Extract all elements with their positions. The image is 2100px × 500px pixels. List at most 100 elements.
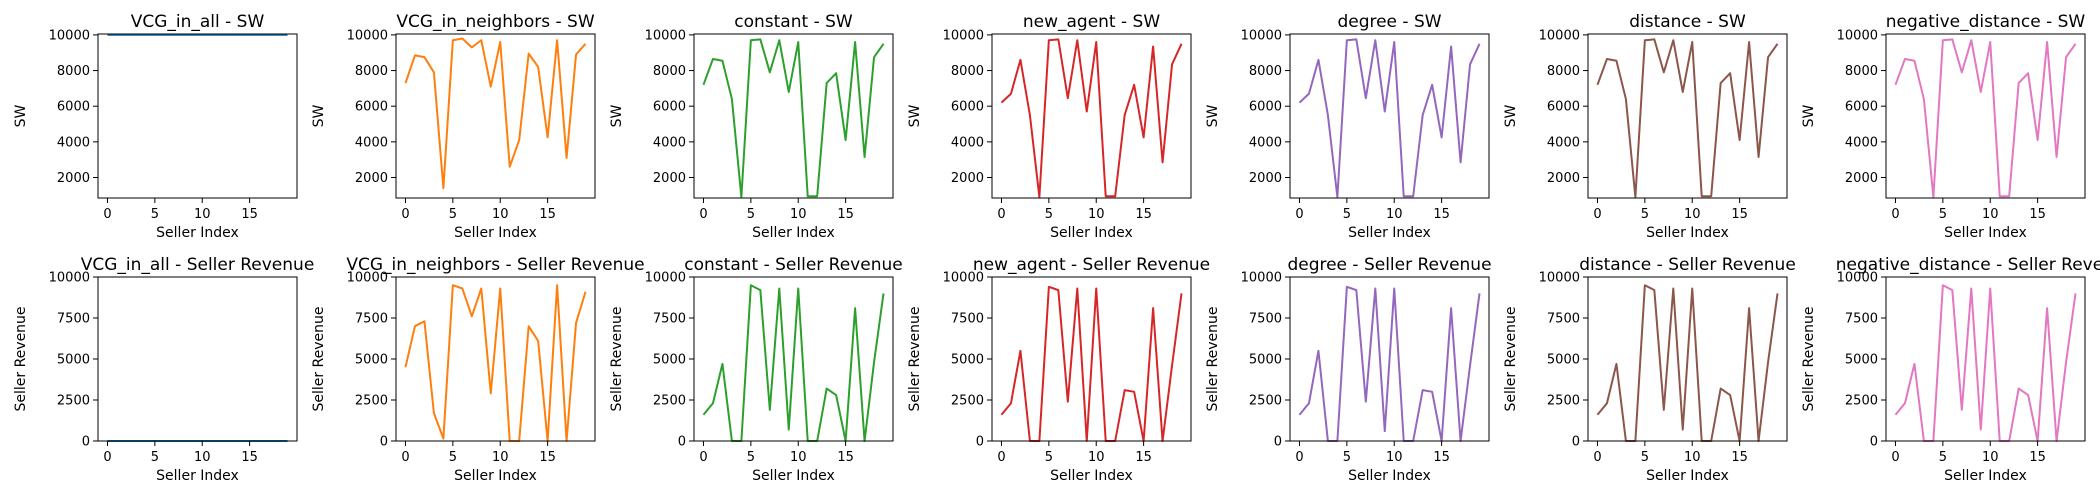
y-tick-label: 2000 xyxy=(355,171,388,186)
subplot-10: new_agent - Seller Revenue 0 5 10 15 0 2500 500… xyxy=(907,255,1210,484)
y-axis-label: SW xyxy=(311,104,327,127)
y-tick-label: 2000 xyxy=(1845,171,1878,186)
x-tick-label: 10 xyxy=(1982,450,1999,465)
y-tick-label: 10000 xyxy=(645,28,686,43)
axes-frame xyxy=(1587,33,1788,199)
x-tick-label: 0 xyxy=(699,207,707,222)
x-tick-label: 10 xyxy=(194,450,211,465)
y-tick-label: 7500 xyxy=(355,312,388,327)
y-tick-label: 5000 xyxy=(1547,353,1580,368)
y-tick-label: 10000 xyxy=(1539,271,1580,286)
y-tick-label: 8000 xyxy=(653,64,686,79)
subplot-13: negative_distance - Seller Revenue 0 5 10 15… xyxy=(1801,255,2100,484)
x-axis-label: Seller Index xyxy=(156,225,239,241)
series-line xyxy=(404,37,587,190)
y-tick-label: 8000 xyxy=(1845,64,1878,79)
subplot-title: VCG_in_all - Seller Revenue xyxy=(81,255,315,275)
y-tick-label: 4000 xyxy=(951,135,984,150)
series-line xyxy=(404,284,587,442)
y-tick-label: 6000 xyxy=(1845,100,1878,115)
series-line xyxy=(702,284,885,442)
y-axis-label: Seller Revenue xyxy=(1503,306,1519,411)
series-line xyxy=(1894,284,2077,442)
y-tick-label: 7500 xyxy=(653,312,686,327)
x-tick-label: 0 xyxy=(1891,207,1899,222)
series-line xyxy=(1298,285,1481,442)
x-tick-label: 5 xyxy=(1343,207,1351,222)
x-tick-label: 0 xyxy=(1891,450,1899,465)
y-tick-label: 5000 xyxy=(355,353,388,368)
x-tick-label: 5 xyxy=(1045,207,1053,222)
y-tick-label: 5000 xyxy=(1249,353,1282,368)
x-tick-label: 10 xyxy=(194,207,211,222)
y-axis-label: SW xyxy=(1205,104,1221,127)
x-tick-label: 15 xyxy=(837,450,854,465)
y-tick-label: 0 xyxy=(82,435,90,450)
y-axis-label: Seller Revenue xyxy=(311,306,327,411)
x-axis-label: Seller Index xyxy=(156,468,239,484)
subplot-3: new_agent - SW 0 5 10 15 2000 4000 6000 8000 1000… xyxy=(907,12,1192,241)
y-tick-label: 8000 xyxy=(1249,64,1282,79)
y-tick-label: 10000 xyxy=(347,28,388,43)
x-axis-label: Seller Index xyxy=(1646,468,1729,484)
subplot-title: VCG_in_neighbors - SW xyxy=(396,12,594,32)
y-axis-label: Seller Revenue xyxy=(13,306,29,411)
x-tick-label: 10 xyxy=(492,207,509,222)
y-tick-label: 4000 xyxy=(1547,135,1580,150)
series-line xyxy=(1894,38,2077,199)
y-tick-label: 10000 xyxy=(943,28,984,43)
subplot-title: constant - Seller Revenue xyxy=(684,255,902,275)
y-tick-label: 5000 xyxy=(951,353,984,368)
y-tick-label: 0 xyxy=(1870,435,1878,450)
x-axis-label: Seller Index xyxy=(1050,468,1133,484)
x-tick-label: 15 xyxy=(1433,450,1450,465)
x-tick-label: 0 xyxy=(103,450,111,465)
y-tick-label: 0 xyxy=(678,435,686,450)
y-tick-label: 7500 xyxy=(1249,312,1282,327)
y-axis-label: SW xyxy=(1503,104,1519,127)
y-tick-label: 10000 xyxy=(1241,28,1282,43)
x-tick-label: 5 xyxy=(1939,207,1947,222)
x-tick-label: 10 xyxy=(1386,207,1403,222)
axes-frame xyxy=(991,33,1192,199)
subplot-title: distance - SW xyxy=(1629,12,1746,32)
y-tick-label: 2500 xyxy=(355,394,388,409)
y-tick-label: 4000 xyxy=(1845,135,1878,150)
y-tick-label: 6000 xyxy=(57,100,90,115)
x-tick-label: 5 xyxy=(1641,207,1649,222)
y-tick-label: 2500 xyxy=(1249,394,1282,409)
x-tick-label: 0 xyxy=(699,450,707,465)
y-tick-label: 7500 xyxy=(57,312,90,327)
y-axis-label: SW xyxy=(13,104,29,127)
x-tick-label: 10 xyxy=(790,207,807,222)
series-line xyxy=(1596,38,1779,199)
y-tick-label: 4000 xyxy=(1249,135,1282,150)
y-axis-label: Seller Revenue xyxy=(907,306,923,411)
y-tick-label: 6000 xyxy=(355,100,388,115)
x-tick-label: 5 xyxy=(1045,450,1053,465)
y-tick-label: 2500 xyxy=(57,394,90,409)
y-tick-label: 0 xyxy=(1572,435,1580,450)
x-tick-label: 10 xyxy=(1982,207,1999,222)
x-axis-label: Seller Index xyxy=(1348,468,1431,484)
x-axis-label: Seller Index xyxy=(752,468,835,484)
x-tick-label: 15 xyxy=(1433,207,1450,222)
x-axis-label: Seller Index xyxy=(454,468,537,484)
subplot-5: distance - SW 0 5 10 15 2000 4000 6000 8000 10000… xyxy=(1503,12,1788,241)
x-axis-label: Seller Index xyxy=(1944,468,2027,484)
y-axis-label: Seller Revenue xyxy=(1205,306,1221,411)
series-line xyxy=(1596,284,1779,442)
y-tick-label: 2000 xyxy=(1547,171,1580,186)
x-axis-label: Seller Index xyxy=(1050,225,1133,241)
y-tick-label: 8000 xyxy=(951,64,984,79)
x-axis-label: Seller Index xyxy=(454,225,537,241)
x-tick-label: 15 xyxy=(1731,207,1748,222)
x-tick-label: 10 xyxy=(1684,207,1701,222)
y-tick-label: 6000 xyxy=(1249,100,1282,115)
series-line xyxy=(1000,38,1183,199)
y-tick-label: 2500 xyxy=(1547,394,1580,409)
subplot-0: VCG_in_all - SW 0 5 10 15 2000 4000 6000 8000 100… xyxy=(13,12,298,241)
subplot-8: VCG_in_neighbors - Seller Revenue 0 5 10 15 0… xyxy=(311,255,645,484)
x-axis-label: Seller Index xyxy=(752,225,835,241)
y-tick-label: 2500 xyxy=(653,394,686,409)
